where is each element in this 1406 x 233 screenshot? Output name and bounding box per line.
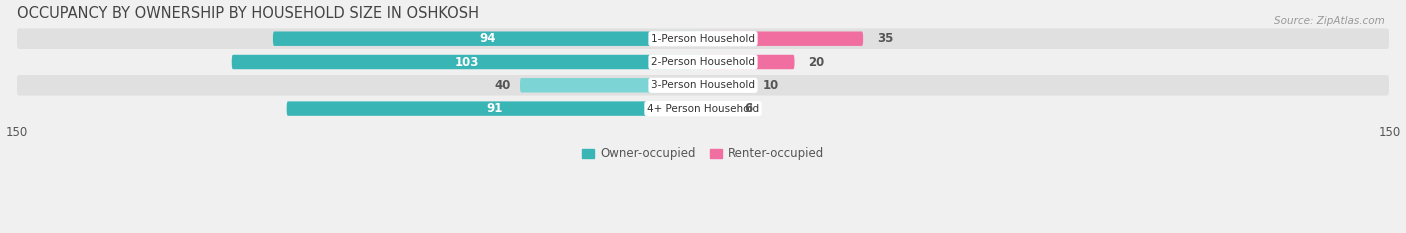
FancyBboxPatch shape: [17, 75, 1389, 96]
Text: 2-Person Household: 2-Person Household: [651, 57, 755, 67]
Text: 94: 94: [479, 32, 496, 45]
FancyBboxPatch shape: [703, 55, 794, 69]
FancyBboxPatch shape: [703, 31, 863, 46]
Text: 10: 10: [762, 79, 779, 92]
FancyBboxPatch shape: [232, 55, 703, 69]
Text: 4+ Person Household: 4+ Person Household: [647, 104, 759, 114]
FancyBboxPatch shape: [17, 28, 1389, 49]
FancyBboxPatch shape: [703, 78, 749, 93]
Text: 20: 20: [808, 55, 824, 69]
Text: 6: 6: [744, 102, 752, 115]
Text: OCCUPANCY BY OWNERSHIP BY HOUSEHOLD SIZE IN OSHKOSH: OCCUPANCY BY OWNERSHIP BY HOUSEHOLD SIZE…: [17, 6, 478, 21]
Text: 35: 35: [877, 32, 893, 45]
FancyBboxPatch shape: [17, 52, 1389, 72]
FancyBboxPatch shape: [287, 101, 703, 116]
FancyBboxPatch shape: [17, 98, 1389, 119]
Text: 103: 103: [456, 55, 479, 69]
Text: 40: 40: [495, 79, 510, 92]
Text: 3-Person Household: 3-Person Household: [651, 80, 755, 90]
FancyBboxPatch shape: [273, 31, 703, 46]
Legend: Owner-occupied, Renter-occupied: Owner-occupied, Renter-occupied: [578, 143, 828, 165]
Text: 1-Person Household: 1-Person Household: [651, 34, 755, 44]
FancyBboxPatch shape: [703, 101, 731, 116]
FancyBboxPatch shape: [520, 78, 703, 93]
Text: 91: 91: [486, 102, 503, 115]
Text: Source: ZipAtlas.com: Source: ZipAtlas.com: [1274, 16, 1385, 26]
